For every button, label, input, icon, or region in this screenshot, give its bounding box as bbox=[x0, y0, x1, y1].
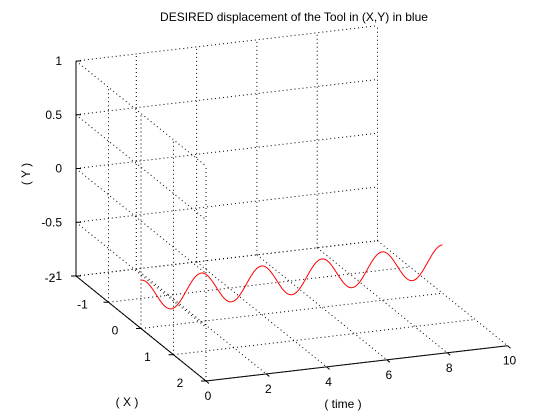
x-tick-label: -2 bbox=[45, 271, 56, 285]
time-tick-mark bbox=[507, 345, 511, 349]
time-tick-label: 2 bbox=[265, 382, 272, 396]
y-axis-label: ( Y ) bbox=[19, 163, 33, 185]
time-tick-label: 0 bbox=[205, 389, 212, 403]
back-wall-y-gridline bbox=[75, 132, 378, 169]
time-tick-mark bbox=[205, 380, 210, 384]
time-axis-line bbox=[205, 345, 508, 382]
chart-title: DESIRED displacement of the Tool in (X,Y… bbox=[160, 10, 428, 24]
x-tick-label: 0 bbox=[112, 324, 119, 338]
time-tick-label: 6 bbox=[386, 368, 393, 382]
x-tick-label: 2 bbox=[177, 376, 184, 390]
axis-layer bbox=[75, 61, 508, 382]
time-tick-label: 8 bbox=[446, 361, 453, 375]
time-tick-mark bbox=[446, 352, 451, 356]
time-tick-mark bbox=[386, 359, 391, 363]
floor-x-gridline bbox=[140, 292, 443, 329]
y-tick-label: -0.5 bbox=[41, 215, 62, 229]
x-tick-label: -1 bbox=[77, 297, 88, 311]
y-tick-label: 0.5 bbox=[45, 108, 62, 122]
series-line bbox=[140, 244, 443, 310]
time-tick-label: 10 bbox=[503, 354, 517, 368]
y-tick-label: -1 bbox=[51, 269, 62, 283]
floor-x-gridline bbox=[108, 266, 411, 303]
time-tick-mark bbox=[265, 373, 270, 377]
time-tick-label: 4 bbox=[325, 375, 332, 389]
back-wall-y-gridline bbox=[75, 240, 378, 277]
y-tick-label: 1 bbox=[55, 54, 62, 68]
floor-x-gridline bbox=[173, 318, 476, 356]
x-axis-label: ( X ) bbox=[116, 395, 139, 409]
x-tick-label: 1 bbox=[144, 350, 151, 364]
back-wall-y-gridline bbox=[75, 186, 378, 223]
floor-time-gridline bbox=[196, 261, 327, 368]
back-wall-y-gridline bbox=[75, 78, 378, 116]
floor-x-gridline bbox=[75, 240, 378, 277]
y-tick-label: 0 bbox=[55, 162, 62, 176]
time-tick-mark bbox=[326, 366, 330, 370]
time-axis-label: ( time ) bbox=[324, 397, 361, 411]
series-layer bbox=[140, 244, 443, 310]
floor-time-gridline bbox=[256, 254, 388, 361]
back-wall-y-gridline bbox=[75, 25, 378, 62]
